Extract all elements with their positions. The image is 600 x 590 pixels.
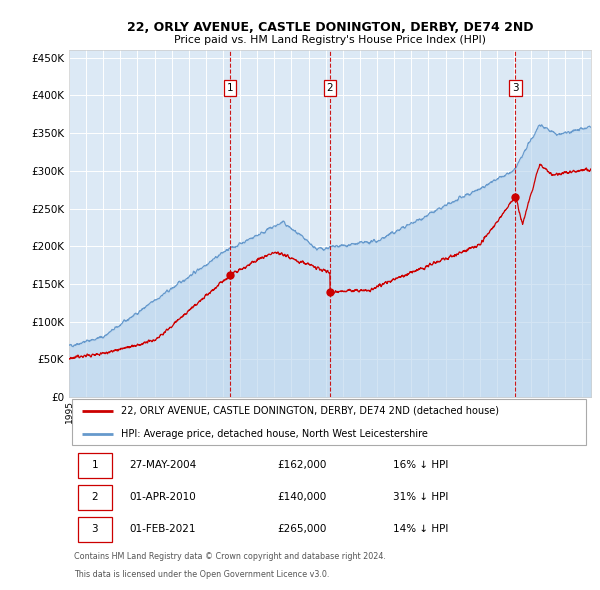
Text: 16% ↓ HPI: 16% ↓ HPI bbox=[392, 460, 448, 470]
Text: HPI: Average price, detached house, North West Leicestershire: HPI: Average price, detached house, Nort… bbox=[121, 429, 428, 439]
Text: Price paid vs. HM Land Registry's House Price Index (HPI): Price paid vs. HM Land Registry's House … bbox=[174, 35, 486, 45]
FancyBboxPatch shape bbox=[78, 485, 112, 510]
Text: £265,000: £265,000 bbox=[278, 525, 327, 535]
Text: 2: 2 bbox=[92, 492, 98, 502]
Text: 31% ↓ HPI: 31% ↓ HPI bbox=[392, 492, 448, 502]
Text: 27-MAY-2004: 27-MAY-2004 bbox=[129, 460, 196, 470]
Text: £162,000: £162,000 bbox=[278, 460, 327, 470]
FancyBboxPatch shape bbox=[71, 399, 586, 445]
Text: 22, ORLY AVENUE, CASTLE DONINGTON, DERBY, DE74 2ND: 22, ORLY AVENUE, CASTLE DONINGTON, DERBY… bbox=[127, 21, 533, 34]
Text: 2: 2 bbox=[326, 83, 334, 93]
Text: £140,000: £140,000 bbox=[278, 492, 327, 502]
Text: This data is licensed under the Open Government Licence v3.0.: This data is licensed under the Open Gov… bbox=[74, 570, 329, 579]
Text: 3: 3 bbox=[92, 525, 98, 535]
FancyBboxPatch shape bbox=[78, 453, 112, 478]
Text: 01-APR-2010: 01-APR-2010 bbox=[129, 492, 196, 502]
Text: 01-FEB-2021: 01-FEB-2021 bbox=[129, 525, 196, 535]
Text: Contains HM Land Registry data © Crown copyright and database right 2024.: Contains HM Land Registry data © Crown c… bbox=[74, 552, 386, 561]
Text: 1: 1 bbox=[92, 460, 98, 470]
Text: 1: 1 bbox=[227, 83, 233, 93]
Text: 22, ORLY AVENUE, CASTLE DONINGTON, DERBY, DE74 2ND (detached house): 22, ORLY AVENUE, CASTLE DONINGTON, DERBY… bbox=[121, 406, 499, 416]
FancyBboxPatch shape bbox=[78, 517, 112, 542]
Text: 14% ↓ HPI: 14% ↓ HPI bbox=[392, 525, 448, 535]
Text: 3: 3 bbox=[512, 83, 518, 93]
